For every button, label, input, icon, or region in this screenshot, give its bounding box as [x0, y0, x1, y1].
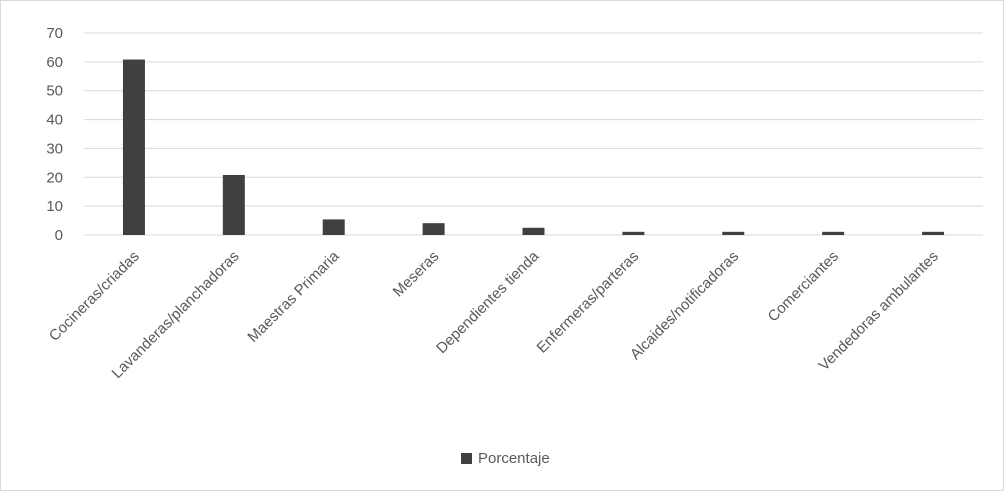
y-tick-label: 70 [46, 25, 63, 42]
bar-dependientes-tienda [522, 227, 545, 235]
bar-alcaides-notificadoras [722, 231, 745, 235]
y-tick-label: 0 [55, 227, 63, 244]
x-axis-category-labels: Cocineras/criadasLavanderas/planchadoras… [46, 247, 942, 382]
y-tick-label: 50 [46, 83, 63, 100]
legend-label: Porcentaje [478, 450, 550, 467]
bar-lavanderas-planchadoras [222, 174, 245, 235]
bar-cocineras-criadas [122, 59, 145, 236]
bar-enfermeras-parteras [622, 231, 645, 235]
y-tick-label: 40 [46, 112, 63, 129]
gridlines [84, 32, 983, 236]
y-tick-label: 20 [46, 169, 63, 186]
x-category-label: Alcaides/notificadoras [627, 248, 742, 363]
bar-vendedoras-ambulantes [922, 231, 945, 235]
legend-swatch [461, 453, 472, 464]
bar-comerciantes [822, 231, 845, 235]
x-category-label: Cocineras/criadas [46, 248, 143, 345]
bar-maestras-primaria [322, 219, 345, 235]
x-category-label: Enfermeras/parteras [534, 248, 643, 357]
x-category-label: Meseras [390, 248, 443, 301]
x-category-label: Comerciantes [765, 248, 842, 325]
y-tick-label: 30 [46, 140, 63, 157]
y-axis-ticks: 0 10 20 30 40 50 60 70 [46, 25, 63, 244]
x-category-label: Maestras Primaria [244, 247, 343, 346]
x-category-label: Dependientes tienda [433, 247, 543, 357]
y-tick-label: 60 [46, 54, 63, 71]
bar-series-porcentaje [122, 59, 945, 236]
y-tick-label: 10 [46, 198, 63, 215]
legend: Porcentaje [461, 450, 550, 467]
bar-meseras [422, 223, 445, 235]
